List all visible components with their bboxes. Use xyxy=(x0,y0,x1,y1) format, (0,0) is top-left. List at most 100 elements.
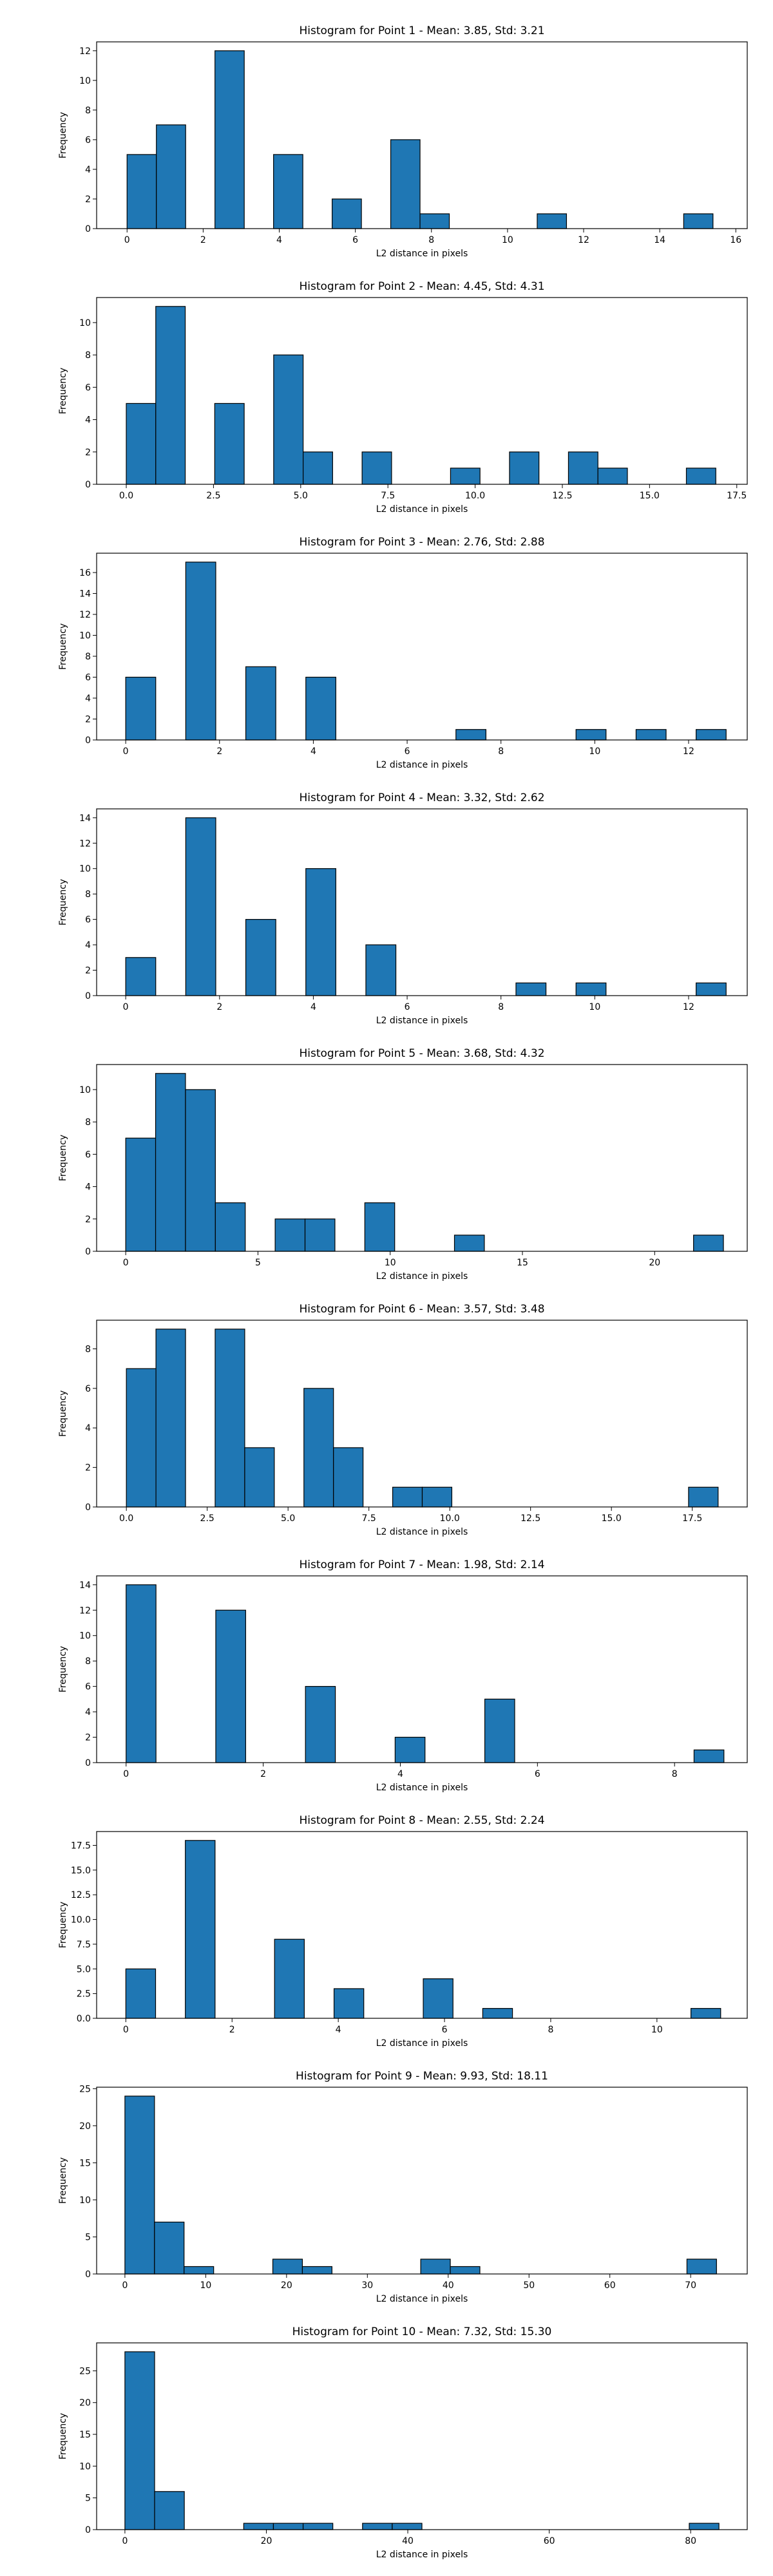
y-tick-label: 16 xyxy=(79,568,91,578)
y-tick-label: 2 xyxy=(85,966,91,976)
x-tick-label: 6 xyxy=(535,1769,540,1779)
histogram-bar xyxy=(273,354,304,485)
y-tick-label: 10 xyxy=(79,2461,91,2472)
histogram-bar xyxy=(696,729,727,741)
histogram-bar xyxy=(361,451,392,485)
y-tick-label: 2 xyxy=(85,1733,91,1743)
x-tick-label: 8 xyxy=(498,746,504,757)
y-tick-label: 0 xyxy=(85,1247,91,1257)
x-tick-label: 10.0 xyxy=(440,1513,460,1524)
histogram-bar xyxy=(685,468,716,485)
x-tick-label: 2 xyxy=(260,1769,266,1779)
y-tick-label: 0 xyxy=(85,735,91,746)
histogram-bar xyxy=(185,1089,216,1252)
y-tick-label: 15.0 xyxy=(71,1866,91,1876)
histogram-bar xyxy=(455,729,486,741)
histogram-panel-4: Histogram for Point 4 - Mean: 3.32, Std:… xyxy=(58,791,748,1026)
y-axis-label: Frequency xyxy=(58,1646,68,1692)
y-tick-label: 6 xyxy=(85,1682,91,1692)
histogram-bar xyxy=(272,2259,303,2275)
x-tick-label: 4 xyxy=(276,235,282,245)
y-tick-label: 0 xyxy=(85,1758,91,1768)
x-tick-label: 17.5 xyxy=(682,1513,702,1524)
y-tick-label: 4 xyxy=(85,415,91,426)
chart-title: Histogram for Point 3 - Mean: 2.76, Std:… xyxy=(299,536,544,549)
axes-frame xyxy=(96,1575,748,1763)
y-tick-label: 6 xyxy=(85,673,91,683)
histogram-bar xyxy=(484,1698,515,1763)
x-tick-label: 6 xyxy=(352,235,358,245)
histogram-bar xyxy=(509,451,540,485)
histogram-bar xyxy=(333,1447,364,1508)
y-axis-label: Frequency xyxy=(58,112,68,158)
x-axis-label: L2 distance in pixels xyxy=(376,504,468,515)
histogram-panel-10: Histogram for Point 10 - Mean: 7.32, Std… xyxy=(58,2325,748,2560)
x-tick-label: 2.5 xyxy=(206,491,220,501)
x-axis-label: L2 distance in pixels xyxy=(376,2550,468,2560)
x-tick-label: 16 xyxy=(730,235,741,245)
x-tick-label: 15.0 xyxy=(640,491,660,501)
histogram-bar xyxy=(185,1840,216,2019)
histogram-panel-6: Histogram for Point 6 - Mean: 3.57, Std:… xyxy=(58,1303,748,1537)
y-tick-label: 8 xyxy=(85,1344,91,1354)
x-tick-label: 17.5 xyxy=(727,491,747,501)
x-tick-label: 10 xyxy=(651,2025,663,2035)
y-tick-label: 10 xyxy=(79,1631,91,1642)
histogram-bar xyxy=(392,2523,423,2530)
x-tick-label: 5.0 xyxy=(281,1513,295,1524)
histogram-bar xyxy=(302,2523,334,2530)
y-axis-label: Frequency xyxy=(58,1902,68,1948)
x-tick-label: 7.5 xyxy=(362,1513,376,1524)
axes-frame xyxy=(96,1831,748,2019)
histogram-panel-3: Histogram for Point 3 - Mean: 2.76, Std:… xyxy=(58,536,748,770)
y-tick-label: 12 xyxy=(79,1605,91,1616)
x-axis-label: L2 distance in pixels xyxy=(376,1783,468,1793)
x-tick-label: 50 xyxy=(523,2280,535,2291)
histogram-bar xyxy=(154,2221,185,2275)
histogram-bar xyxy=(155,1073,186,1252)
x-tick-label: 7.5 xyxy=(381,491,395,501)
histogram-bar xyxy=(423,1978,453,2019)
histogram-bar xyxy=(568,451,598,485)
axes-frame xyxy=(96,41,748,229)
y-tick-label: 25 xyxy=(79,2366,91,2376)
x-tick-label: 6 xyxy=(405,746,410,757)
y-tick-label: 6 xyxy=(85,135,91,146)
histogram-panel-2: Histogram for Point 2 - Mean: 4.45, Std:… xyxy=(58,280,748,515)
y-tick-label: 8 xyxy=(85,1117,91,1128)
y-axis-label: Frequency xyxy=(58,2157,68,2204)
x-tick-label: 0 xyxy=(124,235,130,245)
histogram-bar xyxy=(453,1235,485,1252)
y-tick-label: 20 xyxy=(79,2121,91,2132)
x-tick-label: 2.5 xyxy=(200,1513,215,1524)
x-tick-label: 2 xyxy=(200,235,206,245)
y-tick-label: 2 xyxy=(85,1463,91,1473)
histogram-bar xyxy=(362,2523,393,2530)
x-tick-label: 40 xyxy=(443,2280,454,2291)
histogram-bar xyxy=(450,468,481,485)
x-axis-label: L2 distance in pixels xyxy=(376,1016,468,1026)
histogram-bar xyxy=(304,1218,336,1252)
y-tick-label: 6 xyxy=(85,1150,91,1160)
histogram-bar xyxy=(126,402,157,485)
x-tick-label: 20 xyxy=(261,2536,272,2546)
y-tick-label: 10.0 xyxy=(71,1915,91,1926)
histogram-bar xyxy=(155,306,186,485)
y-tick-label: 15 xyxy=(79,2430,91,2440)
histogram-bar xyxy=(273,154,303,229)
histogram-bar xyxy=(693,1749,725,1763)
y-tick-label: 0 xyxy=(85,991,91,1001)
y-tick-label: 15 xyxy=(79,2158,91,2168)
y-axis-label: Frequency xyxy=(58,1135,68,1181)
x-tick-label: 20 xyxy=(281,2280,292,2291)
histogram-bar xyxy=(126,1584,157,1763)
x-tick-label: 10 xyxy=(200,2280,211,2291)
histogram-bar xyxy=(305,1686,336,1763)
y-tick-label: 4 xyxy=(85,1707,91,1718)
histogram-bar xyxy=(419,213,450,229)
y-tick-label: 0.0 xyxy=(77,2014,91,2024)
chart-title: Histogram for Point 10 - Mean: 7.32, Std… xyxy=(292,2325,552,2338)
x-tick-label: 8 xyxy=(428,235,434,245)
histogram-bar xyxy=(688,1486,719,1508)
x-tick-label: 10.0 xyxy=(465,491,485,501)
